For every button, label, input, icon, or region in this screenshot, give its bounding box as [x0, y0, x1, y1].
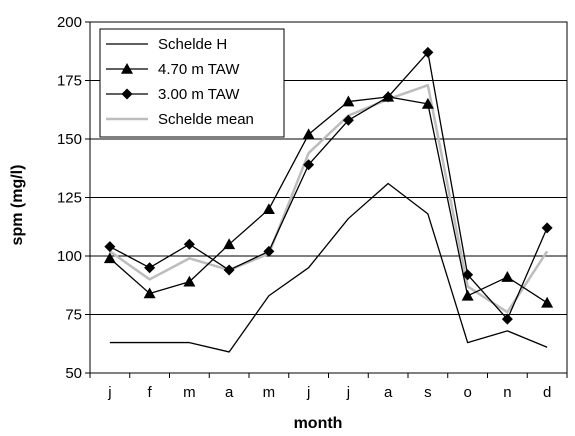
- point-4-70-m-taw-3: [223, 238, 236, 250]
- point-4-70-m-taw-9: [461, 289, 474, 301]
- point-3-00-m-taw-0: [104, 241, 116, 253]
- point-4-70-m-taw-0: [103, 252, 116, 264]
- y-tick-label-125: 125: [57, 190, 82, 207]
- y-tick-label-150: 150: [57, 131, 82, 148]
- x-tick-label-3: a: [225, 384, 234, 401]
- x-tick-label-5: j: [306, 384, 310, 401]
- legend-label-schelde-h: Schelde H: [158, 36, 227, 53]
- point-3-00-m-taw-1: [144, 262, 156, 274]
- y-tick-label-75: 75: [65, 307, 82, 324]
- y-tick-label-200: 200: [57, 14, 82, 31]
- point-4-70-m-taw-4: [262, 203, 275, 214]
- series-schelde-mean: [109, 83, 549, 314]
- legend-item-schelde-h: Schelde H: [106, 36, 227, 53]
- y-tick-label-50: 50: [65, 365, 82, 382]
- x-tick-label-0: j: [107, 384, 111, 401]
- point-4-70-m-taw-11: [541, 296, 554, 308]
- legend-item-schelde-mean: Schelde mean: [106, 111, 254, 128]
- point-4-70-m-taw-2: [183, 275, 196, 287]
- x-tick-label-2: m: [183, 384, 196, 401]
- y-axis-ticks: 50 75 100 125 150 175 200: [57, 14, 90, 382]
- legend-label-4-70-m-taw: 4.70 m TAW: [158, 61, 240, 78]
- point-3-00-m-taw-3: [223, 264, 235, 276]
- legend-label-schelde-mean: Schelde mean: [158, 111, 254, 128]
- series-line-4-70-m-taw: [109, 96, 548, 304]
- point-4-70-m-taw-1: [143, 287, 156, 299]
- point-3-00-m-taw-2: [183, 238, 195, 250]
- x-tick-label-11: d: [543, 384, 551, 401]
- series-line-schelde-mean: [109, 83, 549, 314]
- x-tick-label-1: f: [148, 384, 153, 401]
- series-lines: [103, 46, 554, 353]
- x-tick-label-4: m: [263, 384, 276, 401]
- x-tick-label-10: n: [503, 384, 511, 401]
- series-line-3-00-m-taw: [109, 51, 548, 320]
- x-tick-label-7: a: [384, 384, 393, 401]
- legend-marker-4-70-m-taw: [121, 63, 133, 74]
- point-3-00-m-taw-5: [303, 159, 315, 171]
- x-tick-label-8: s: [424, 384, 432, 401]
- y-tick-label-175: 175: [57, 73, 82, 90]
- point-4-70-m-taw-10: [501, 271, 514, 282]
- legend-item-4-70-m-taw: 4.70 m TAW: [106, 61, 240, 78]
- series-schelde-h: [109, 182, 548, 353]
- point-3-00-m-taw-4: [263, 245, 275, 257]
- point-3-00-m-taw-9: [462, 269, 474, 281]
- y-tick-label-100: 100: [57, 248, 82, 265]
- y-axis-title: spm (mg/l): [9, 165, 26, 246]
- point-3-00-m-taw-11: [541, 222, 553, 234]
- point-4-70-m-taw-5: [302, 128, 315, 140]
- series-3-00-m-taw: [104, 46, 553, 325]
- x-tick-label-9: o: [463, 384, 471, 401]
- series-line-schelde-h: [109, 182, 548, 353]
- point-4-70-m-taw-8: [421, 97, 434, 109]
- point-3-00-m-taw-7: [382, 91, 394, 103]
- point-3-00-m-taw-8: [422, 46, 434, 58]
- legend-marker-3-00-m-taw: [121, 88, 133, 100]
- legend-label-3-00-m-taw: 3.00 m TAW: [158, 86, 240, 103]
- point-4-70-m-taw-6: [342, 95, 355, 107]
- point-3-00-m-taw-6: [342, 114, 354, 126]
- legend: Schelde H 4.70 m TAW 3.00 m TAW Schelde mea…: [99, 28, 285, 138]
- legend-item-3-00-m-taw: 3.00 m TAW: [106, 86, 240, 103]
- x-axis-title: month: [294, 415, 343, 432]
- x-tick-label-6: j: [346, 384, 350, 401]
- point-3-00-m-taw-10: [501, 313, 513, 325]
